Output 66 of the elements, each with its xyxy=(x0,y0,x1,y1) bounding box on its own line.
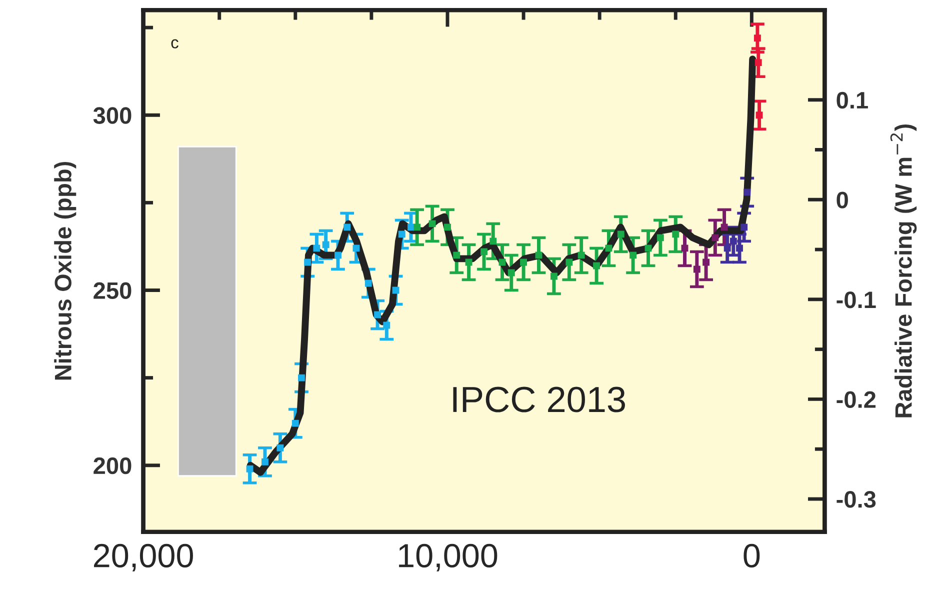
point xyxy=(720,224,728,231)
point xyxy=(550,272,558,280)
point xyxy=(298,374,305,382)
point xyxy=(352,244,360,252)
y-axis-title: Nitrous Oxide (ppb) xyxy=(54,162,76,380)
y2-tick-label: -0.1 xyxy=(836,291,876,308)
x-tick-label: 0 xyxy=(744,544,760,568)
point xyxy=(465,258,472,266)
y-tick-label: 250 xyxy=(94,282,132,300)
point xyxy=(754,59,762,66)
point xyxy=(322,241,330,248)
point xyxy=(702,258,710,266)
point xyxy=(453,252,460,259)
point xyxy=(398,230,406,238)
y-tick-label: 200 xyxy=(94,457,132,474)
point xyxy=(414,224,421,231)
point xyxy=(756,112,763,119)
point xyxy=(724,244,731,252)
point xyxy=(736,244,743,252)
point xyxy=(744,188,751,196)
point xyxy=(508,269,515,276)
y2-tick-label: -0.3 xyxy=(836,491,876,508)
point xyxy=(593,262,600,270)
point xyxy=(383,322,390,329)
point xyxy=(644,244,652,252)
y2-tick-label: -0.2 xyxy=(836,391,876,408)
point xyxy=(566,258,573,266)
annotation: IPCC 2013 xyxy=(453,386,625,412)
point xyxy=(693,266,700,273)
point xyxy=(490,238,497,245)
point xyxy=(712,234,719,242)
y2-tick-label: 0.1 xyxy=(836,92,868,109)
x-tick-label: 10,000 xyxy=(399,544,498,572)
point xyxy=(276,444,284,452)
x-tick-label: 20,000 xyxy=(94,544,193,572)
point xyxy=(344,224,351,231)
point xyxy=(520,258,528,266)
annotation: c xyxy=(171,39,178,48)
point xyxy=(334,252,342,259)
point xyxy=(444,224,451,231)
point xyxy=(364,280,372,287)
point xyxy=(656,234,664,242)
point xyxy=(262,458,268,466)
point xyxy=(740,224,748,231)
point xyxy=(730,238,737,245)
point xyxy=(535,252,542,259)
point xyxy=(246,465,254,472)
point xyxy=(617,230,624,238)
point xyxy=(374,311,381,318)
point xyxy=(408,224,414,231)
point xyxy=(313,244,320,252)
y-tick-label: 300 xyxy=(93,107,132,124)
point xyxy=(605,244,612,252)
point xyxy=(480,248,488,256)
point xyxy=(292,420,299,427)
y2-axis-title: Radiative Forcing (W m$^{−2}$) xyxy=(890,124,917,418)
y2-tick-label: 0 xyxy=(836,192,848,208)
point xyxy=(754,34,761,42)
point xyxy=(672,230,680,238)
point xyxy=(498,258,506,266)
point xyxy=(304,258,312,266)
point xyxy=(578,252,585,259)
point xyxy=(681,244,688,252)
point xyxy=(630,252,637,259)
point xyxy=(428,220,436,228)
point xyxy=(392,286,400,294)
